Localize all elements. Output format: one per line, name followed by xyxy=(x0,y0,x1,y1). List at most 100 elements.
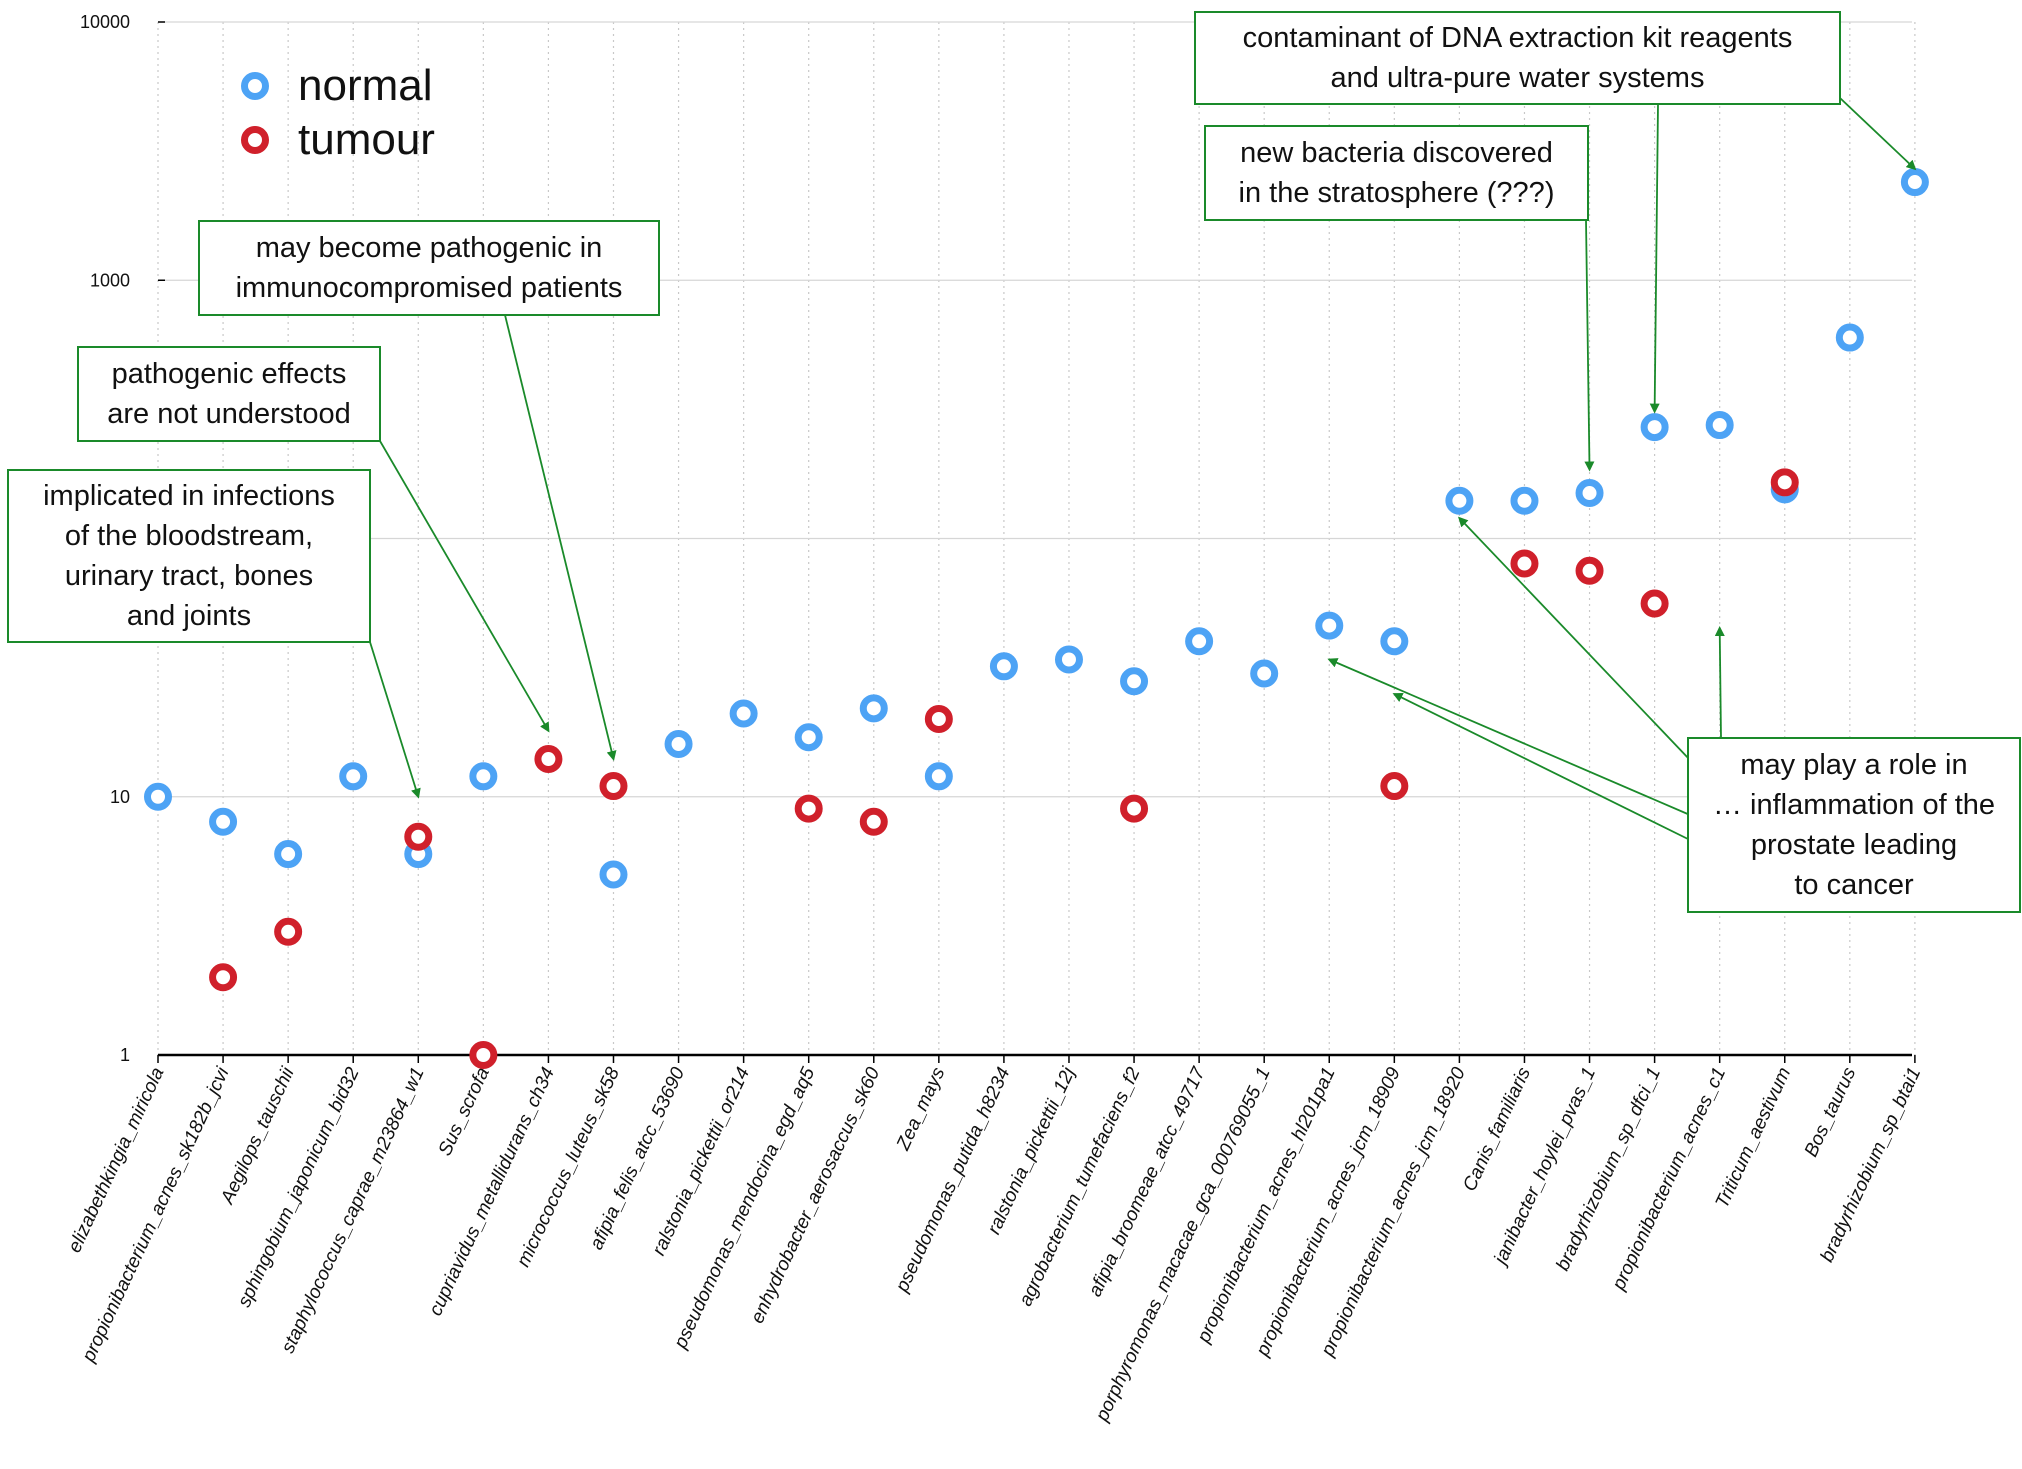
annotation-arrow xyxy=(1392,693,1691,841)
annotation-stratosphere: new bacteria discovered in the stratosphe… xyxy=(1204,125,1589,221)
annotation-text-line: new bacteria discovered xyxy=(1240,137,1553,169)
x-tick-label: cupriavidus_metallidurans_ch34 xyxy=(425,1064,559,1319)
point-tumour xyxy=(859,807,888,836)
grid xyxy=(157,21,1916,1056)
point-tumour xyxy=(1380,772,1409,801)
point-normal xyxy=(274,840,303,869)
x-tick-label: pseudomonas_putida_h8234 xyxy=(891,1064,1014,1296)
annotation-text-line: contaminant of DNA extraction kit reagen… xyxy=(1243,22,1793,54)
point-normal xyxy=(729,699,758,728)
annotation-text-line: immunocompromised patients xyxy=(236,272,623,304)
annotation-arrow xyxy=(1714,626,1725,739)
point-tumour xyxy=(534,745,563,774)
point-normal xyxy=(599,860,628,889)
point-tumour xyxy=(794,794,823,823)
legend-marker-normal xyxy=(241,72,269,100)
point-normal xyxy=(1315,611,1344,640)
point-tumour xyxy=(1510,549,1539,578)
annotation-text-line: urinary tract, bones xyxy=(65,560,313,592)
annotation-box xyxy=(7,469,371,643)
point-normal xyxy=(1054,645,1083,674)
annotation-prostate: may play a role in … inflammation of the p… xyxy=(1687,737,2021,913)
axes: 1 10 1000 10000 xyxy=(80,12,1916,1065)
point-tumour xyxy=(274,917,303,946)
point-normal xyxy=(1380,627,1409,656)
x-tick-label: Canis_familiaris xyxy=(1459,1064,1535,1195)
annotation-text-line: and ultra-pure water systems xyxy=(1331,62,1705,94)
annotation-text-line: to cancer xyxy=(1794,869,1914,901)
point-tumour xyxy=(1770,468,1799,497)
x-tick-label: Zea_mays xyxy=(892,1064,949,1155)
y-tick-label: 1 xyxy=(120,1045,130,1065)
point-tumour xyxy=(404,822,433,851)
point-normal xyxy=(1900,168,1929,197)
point-tumour xyxy=(469,1041,498,1069)
x-tick-label: afipia_broomeae_atcc_49717 xyxy=(1085,1063,1210,1300)
point-normal xyxy=(924,762,953,791)
y-tick-label: 10 xyxy=(110,787,130,807)
data-points xyxy=(144,168,1929,1069)
annotation-contaminant: contaminant of DNA extraction kit reagen… xyxy=(1194,11,1841,105)
annotation-bloodstream: implicated in infections of the bloodstre… xyxy=(7,469,371,643)
annotation-box xyxy=(77,346,381,442)
annotation-text-line: implicated in infections xyxy=(43,480,335,512)
x-tick-label: sphingobium_japonicum_bid32 xyxy=(234,1064,364,1311)
point-tumour xyxy=(209,963,238,992)
point-normal xyxy=(1445,486,1474,515)
point-tumour xyxy=(924,705,953,734)
annotation-arrow xyxy=(1649,103,1660,414)
annotation-box xyxy=(1204,125,1589,221)
point-tumour xyxy=(599,772,628,801)
x-tick-labels: elizabethkingia_miricolapropionibacteriu… xyxy=(64,1063,1925,1425)
legend-label-normal: normal xyxy=(298,61,433,110)
x-tick-label: enhydrobacter_aerosaccus_sk60 xyxy=(747,1064,885,1327)
point-tumour xyxy=(1640,589,1669,618)
annotation-arrow xyxy=(1327,658,1691,816)
annotation-pathogenic-effects: pathogenic effects are not understood xyxy=(77,346,381,442)
annotation-arrow xyxy=(1584,219,1595,472)
annotation-arrow xyxy=(369,641,421,799)
annotation-arrow xyxy=(1839,97,1917,171)
annotation-box xyxy=(198,220,660,316)
point-normal xyxy=(1575,479,1604,508)
annotation-text-line: prostate leading xyxy=(1751,829,1957,861)
annotation-text-line: may become pathogenic in xyxy=(256,232,603,264)
point-normal xyxy=(209,807,238,836)
annotation-arrow xyxy=(379,440,550,733)
annotation-text-line: in the stratosphere (???) xyxy=(1239,177,1555,209)
point-normal xyxy=(1640,413,1669,442)
point-tumour xyxy=(1120,794,1149,823)
point-normal xyxy=(664,730,693,759)
y-tick-label: 1000 xyxy=(90,270,130,290)
point-tumour xyxy=(1575,556,1604,585)
point-normal xyxy=(1250,659,1279,688)
annotations: implicated in infections of the bloodstre… xyxy=(7,11,2021,913)
annotation-text-line: pathogenic effects xyxy=(112,358,347,390)
x-tick-label: Aegilops_tauschii xyxy=(217,1064,299,1209)
annotation-immunocompromised: may become pathogenic in immunocompromise… xyxy=(198,220,660,316)
x-tick-label: propionibacterium_acnes_c1 xyxy=(1608,1064,1730,1294)
point-normal xyxy=(1185,627,1214,656)
point-normal xyxy=(1510,486,1539,515)
legend: normal tumour xyxy=(241,61,435,164)
annotation-arrow xyxy=(504,314,617,761)
annotation-text-line: and joints xyxy=(127,600,251,632)
annotation-box xyxy=(1687,737,2021,913)
annotation-text-line: may play a role in xyxy=(1740,749,1967,781)
point-normal xyxy=(1120,667,1149,696)
point-normal xyxy=(989,652,1018,681)
x-tick-label: propionibacterium_acnes_hl201pa1 xyxy=(1193,1064,1340,1347)
legend-marker-tumour xyxy=(241,126,269,154)
annotation-arrow xyxy=(1458,516,1691,761)
point-normal xyxy=(1835,323,1864,352)
point-normal xyxy=(859,694,888,723)
point-normal xyxy=(1705,411,1734,440)
x-tick-label: staphylococcus_caprae_m23864_w1 xyxy=(278,1064,429,1356)
x-tick-label: Triticum_aestivum xyxy=(1712,1064,1796,1211)
annotation-text-line: are not understood xyxy=(107,398,350,430)
point-normal xyxy=(794,723,823,752)
point-normal xyxy=(144,782,172,811)
point-normal xyxy=(469,762,498,791)
annotation-box xyxy=(1194,11,1841,105)
